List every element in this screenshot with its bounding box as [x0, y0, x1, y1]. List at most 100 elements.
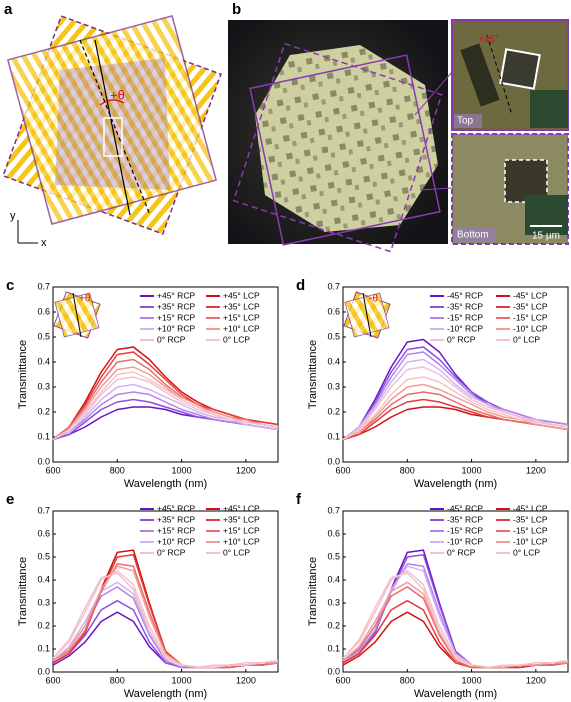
chart: e 0.0 0.1 0.2 0.3 0.4 0.5 0.6 0.7 600 800 1000 1200 W…	[6, 491, 279, 700]
legend-label: 0° LCP	[223, 334, 250, 344]
panel-label: d	[296, 277, 305, 294]
x-tick-label: 1000	[172, 465, 192, 475]
y-tick-label: 0.4	[327, 356, 340, 366]
plot-frame	[52, 510, 279, 673]
inset-icon: +θ	[53, 291, 101, 339]
legend-label: 0° LCP	[513, 547, 540, 557]
legend-label: +35° LCP	[223, 514, 260, 524]
legend-label: -45° LCP	[513, 290, 548, 300]
scale-label: 15 µm	[532, 231, 560, 242]
inset-label: Top	[457, 116, 474, 127]
y-tick-label: 0.6	[37, 306, 50, 316]
inset-label: -θ	[369, 294, 378, 305]
panel-label: b	[232, 1, 241, 18]
x-tick-label: 800	[110, 465, 125, 475]
x-tick-label: 800	[110, 675, 125, 685]
series-line	[342, 366, 569, 441]
legend-label: +15° RCP	[157, 312, 195, 322]
y-tick-label: 0.3	[37, 381, 50, 391]
y-axis-title: Transmittance	[17, 557, 29, 626]
plot-frame	[342, 286, 569, 463]
legend-label: +10° LCP	[223, 323, 260, 333]
legend-label: -15° RCP	[447, 525, 483, 535]
y-tick-label: 0.5	[37, 551, 50, 561]
legend-label: +15° RCP	[157, 525, 195, 535]
inset-icon: -θ	[343, 291, 391, 339]
legend-label: +35° LCP	[223, 301, 260, 311]
x-axis-title: Wavelength (nm)	[414, 478, 497, 490]
y-tick-label: 0.0	[37, 456, 50, 466]
legend-label: -10° LCP	[513, 536, 548, 546]
y-tick-label: 0.7	[37, 505, 50, 515]
inset-label: +θ	[79, 294, 91, 305]
y-tick-label: 0.3	[327, 597, 340, 607]
series-line	[342, 553, 569, 669]
x-tick-label: 600	[335, 465, 350, 475]
y-tick-label: 0.2	[327, 620, 340, 630]
series-line	[52, 570, 279, 669]
series-line	[52, 391, 279, 441]
x-tick-label: 800	[400, 675, 415, 685]
solid-frame	[249, 54, 441, 246]
y-tick-label: 0.1	[37, 643, 50, 653]
series-line	[52, 366, 279, 441]
plot-frame	[342, 510, 569, 673]
y-tick-label: 0.1	[327, 643, 340, 653]
y-tick-label: 0.4	[37, 356, 50, 366]
y-tick-label: 0.0	[327, 666, 340, 676]
overlap	[55, 58, 170, 190]
legend-label: -45° RCP	[447, 290, 483, 300]
legend-label: +10° RCP	[157, 536, 195, 546]
legend-label: 0° RCP	[447, 547, 476, 557]
legend-label: 0° LCP	[513, 334, 540, 344]
series-line	[52, 358, 279, 441]
dashed-axis	[79, 39, 151, 216]
x-tick-label: 1000	[172, 675, 192, 685]
panel-b: b +45° Top Bottom 15 µm	[228, 1, 569, 253]
y-tick-label: 0.6	[327, 528, 340, 538]
series-line	[52, 553, 279, 669]
legend-label: +45° LCP	[223, 290, 260, 300]
legend-label: -15° LCP	[513, 525, 548, 535]
zoom-arrow	[419, 187, 453, 191]
y-tick-label: 0.0	[327, 456, 340, 466]
x-axis-title: Wavelength (nm)	[124, 478, 207, 490]
angle-arc	[99, 99, 125, 106]
label-bg	[454, 228, 496, 242]
y-tick-label: 0.3	[327, 381, 340, 391]
panel-a: a +θ y x	[2, 1, 222, 249]
unit-cell	[499, 48, 541, 90]
legend-label: 0° RCP	[447, 334, 476, 344]
x-tick-label: 1200	[236, 675, 256, 685]
inset-axis	[72, 292, 82, 338]
legend-label: -45° RCP	[447, 503, 483, 513]
x-tick-label: 1200	[526, 675, 546, 685]
series-line	[342, 391, 569, 441]
x-tick-label: 600	[45, 465, 60, 475]
y-tick-label: 0.2	[327, 406, 340, 416]
sample	[255, 45, 438, 232]
legend-label: -35° RCP	[447, 301, 483, 311]
y-tick-label: 0.3	[37, 597, 50, 607]
legend-label: +45° RCP	[157, 290, 195, 300]
inset-axis	[362, 292, 372, 338]
legend-label: +15° LCP	[223, 525, 260, 535]
y-tick-label: 0.4	[37, 574, 50, 584]
y-axis-title: Transmittance	[307, 340, 319, 409]
y-tick-label: 0.2	[37, 406, 50, 416]
series-line	[342, 358, 569, 441]
chart: d 0.0 0.1 0.2 0.3 0.4 0.5 0.6 0.7 600 800 1000 1200 W…	[296, 277, 569, 490]
legend-label: -35° LCP	[513, 301, 548, 311]
axis-y-label: y	[10, 210, 16, 222]
x-axis-title: Wavelength (nm)	[414, 688, 497, 700]
legend-label: +10° LCP	[223, 536, 260, 546]
y-tick-label: 0.2	[37, 620, 50, 630]
legend-label: -10° LCP	[513, 323, 548, 333]
series-line	[342, 383, 569, 441]
legend-label: -35° RCP	[447, 514, 483, 524]
panel-label: e	[6, 491, 14, 508]
y-tick-label: 0.5	[327, 331, 340, 341]
y-tick-label: 0.6	[327, 306, 340, 316]
series-line	[342, 599, 569, 669]
